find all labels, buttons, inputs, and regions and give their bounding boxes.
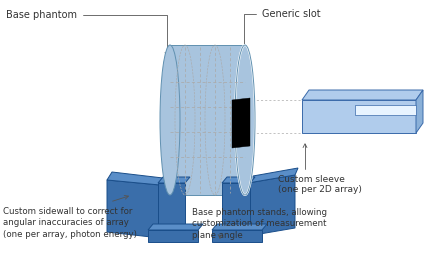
- Text: Custom sidewall to correct for
angular inaccuracies of array
(one per array, pho: Custom sidewall to correct for angular i…: [3, 207, 137, 239]
- Polygon shape: [248, 168, 298, 183]
- Polygon shape: [212, 230, 262, 242]
- Polygon shape: [355, 105, 416, 115]
- Text: Generic slot: Generic slot: [242, 9, 320, 86]
- Polygon shape: [158, 183, 185, 238]
- Polygon shape: [107, 172, 163, 185]
- Polygon shape: [212, 224, 267, 230]
- Ellipse shape: [235, 45, 255, 195]
- Polygon shape: [302, 100, 416, 133]
- Polygon shape: [222, 177, 255, 183]
- Polygon shape: [170, 45, 245, 195]
- Polygon shape: [416, 90, 423, 133]
- Polygon shape: [107, 180, 160, 238]
- Polygon shape: [148, 224, 203, 230]
- Polygon shape: [302, 90, 423, 100]
- Polygon shape: [222, 183, 250, 238]
- Text: Base phantom: Base phantom: [6, 10, 169, 56]
- Polygon shape: [232, 98, 250, 148]
- Polygon shape: [148, 230, 198, 242]
- Text: Base phantom stands, allowing
customization of measurement
plane angle: Base phantom stands, allowing customizat…: [192, 208, 327, 240]
- Polygon shape: [158, 177, 190, 183]
- Ellipse shape: [160, 45, 180, 195]
- Text: Custom sleeve
(one per 2D array): Custom sleeve (one per 2D array): [278, 144, 362, 194]
- Polygon shape: [248, 175, 295, 236]
